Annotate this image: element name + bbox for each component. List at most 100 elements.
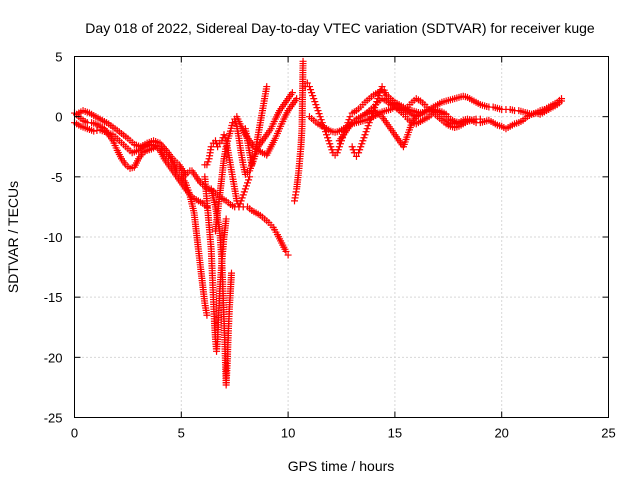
data-point bbox=[328, 146, 336, 154]
data-point bbox=[364, 122, 372, 130]
data-point bbox=[357, 143, 365, 151]
data-point bbox=[207, 143, 215, 151]
data-point bbox=[412, 113, 420, 121]
data-point bbox=[244, 179, 252, 187]
data-point bbox=[203, 161, 211, 169]
x-tick-label: 15 bbox=[388, 426, 402, 441]
data-point bbox=[248, 161, 256, 169]
data-point bbox=[211, 137, 219, 145]
data-point bbox=[476, 115, 484, 123]
y-tick-label: -5 bbox=[51, 170, 63, 185]
y-tick-label: -10 bbox=[44, 230, 63, 245]
data-point bbox=[373, 98, 381, 106]
data-point bbox=[558, 97, 566, 105]
data-points bbox=[71, 57, 566, 389]
data-point bbox=[323, 131, 331, 139]
data-point bbox=[375, 92, 383, 100]
data-point bbox=[308, 89, 316, 97]
data-point bbox=[311, 98, 319, 106]
x-axis-label: GPS time / hours bbox=[288, 458, 395, 474]
x-tick-label: 25 bbox=[601, 426, 615, 441]
data-point bbox=[334, 146, 342, 154]
data-point bbox=[90, 127, 98, 135]
y-tick-label: -15 bbox=[44, 290, 63, 305]
y-tick-label: 0 bbox=[55, 110, 62, 125]
data-point bbox=[214, 143, 222, 151]
data-point bbox=[367, 113, 375, 121]
data-point bbox=[293, 95, 301, 103]
data-point bbox=[314, 107, 322, 115]
data-point bbox=[235, 203, 243, 211]
data-point bbox=[356, 146, 364, 154]
data-point bbox=[324, 134, 332, 142]
y-axis-label: SDTVAR / TECUs bbox=[5, 181, 21, 293]
data-point bbox=[263, 83, 271, 91]
data-point bbox=[245, 176, 253, 184]
x-tick-label: 0 bbox=[71, 426, 78, 441]
data-point bbox=[345, 116, 353, 124]
y-tick-label: 5 bbox=[55, 50, 62, 65]
data-point bbox=[325, 137, 333, 145]
y-tick-label: -25 bbox=[44, 411, 63, 426]
data-point bbox=[203, 311, 211, 319]
data-point bbox=[352, 152, 360, 160]
axis-ticks bbox=[74, 56, 609, 418]
data-point bbox=[368, 110, 376, 118]
data-point bbox=[358, 140, 366, 148]
tick-labels: 0 5 10 15 20 25 -25 -20 -15 -10 -5 0 5 bbox=[44, 50, 616, 441]
data-point bbox=[242, 182, 250, 190]
x-tick-label: 5 bbox=[178, 426, 185, 441]
data-point bbox=[348, 143, 356, 151]
data-point bbox=[361, 131, 369, 139]
data-point bbox=[310, 95, 318, 103]
data-point bbox=[182, 170, 190, 178]
data-point bbox=[239, 191, 247, 199]
data-point bbox=[307, 86, 315, 94]
data-point bbox=[237, 197, 245, 205]
data-point bbox=[305, 83, 313, 91]
data-point bbox=[346, 113, 354, 121]
data-point bbox=[222, 215, 230, 223]
chart-title: Day 018 of 2022, Sidereal Day-to-day VTE… bbox=[85, 20, 595, 36]
data-point bbox=[284, 251, 292, 259]
data-point bbox=[363, 125, 371, 133]
data-point bbox=[238, 194, 246, 202]
data-point bbox=[326, 140, 334, 148]
data-point bbox=[227, 269, 235, 277]
data-point bbox=[288, 89, 296, 97]
grid bbox=[74, 56, 609, 418]
data-point bbox=[249, 158, 257, 166]
x-tick-label: 20 bbox=[494, 426, 508, 441]
data-point bbox=[220, 131, 228, 139]
data-point bbox=[309, 92, 317, 100]
data-point bbox=[299, 57, 307, 65]
data-point bbox=[282, 247, 290, 255]
data-point bbox=[313, 104, 321, 112]
data-point bbox=[333, 149, 341, 157]
data-point bbox=[371, 104, 379, 112]
data-point bbox=[382, 91, 390, 99]
data-point bbox=[241, 185, 249, 193]
data-point bbox=[366, 116, 374, 124]
data-point bbox=[377, 86, 385, 94]
data-point bbox=[312, 101, 320, 109]
data-point bbox=[378, 83, 386, 91]
data-point bbox=[335, 143, 343, 151]
data-point bbox=[365, 119, 373, 127]
data-point bbox=[315, 110, 323, 118]
data-point bbox=[236, 200, 244, 208]
data-point bbox=[355, 149, 363, 157]
data-point bbox=[349, 146, 357, 154]
data-point bbox=[240, 188, 248, 196]
data-point bbox=[317, 116, 325, 124]
x-tick-label: 10 bbox=[281, 426, 295, 441]
data-point bbox=[213, 140, 221, 148]
data-point bbox=[204, 158, 212, 166]
data-point bbox=[246, 173, 254, 181]
data-point bbox=[360, 134, 368, 142]
y-tick-label: -20 bbox=[44, 350, 63, 365]
data-point bbox=[327, 143, 335, 151]
data-point bbox=[316, 113, 324, 121]
data-point bbox=[359, 137, 367, 145]
